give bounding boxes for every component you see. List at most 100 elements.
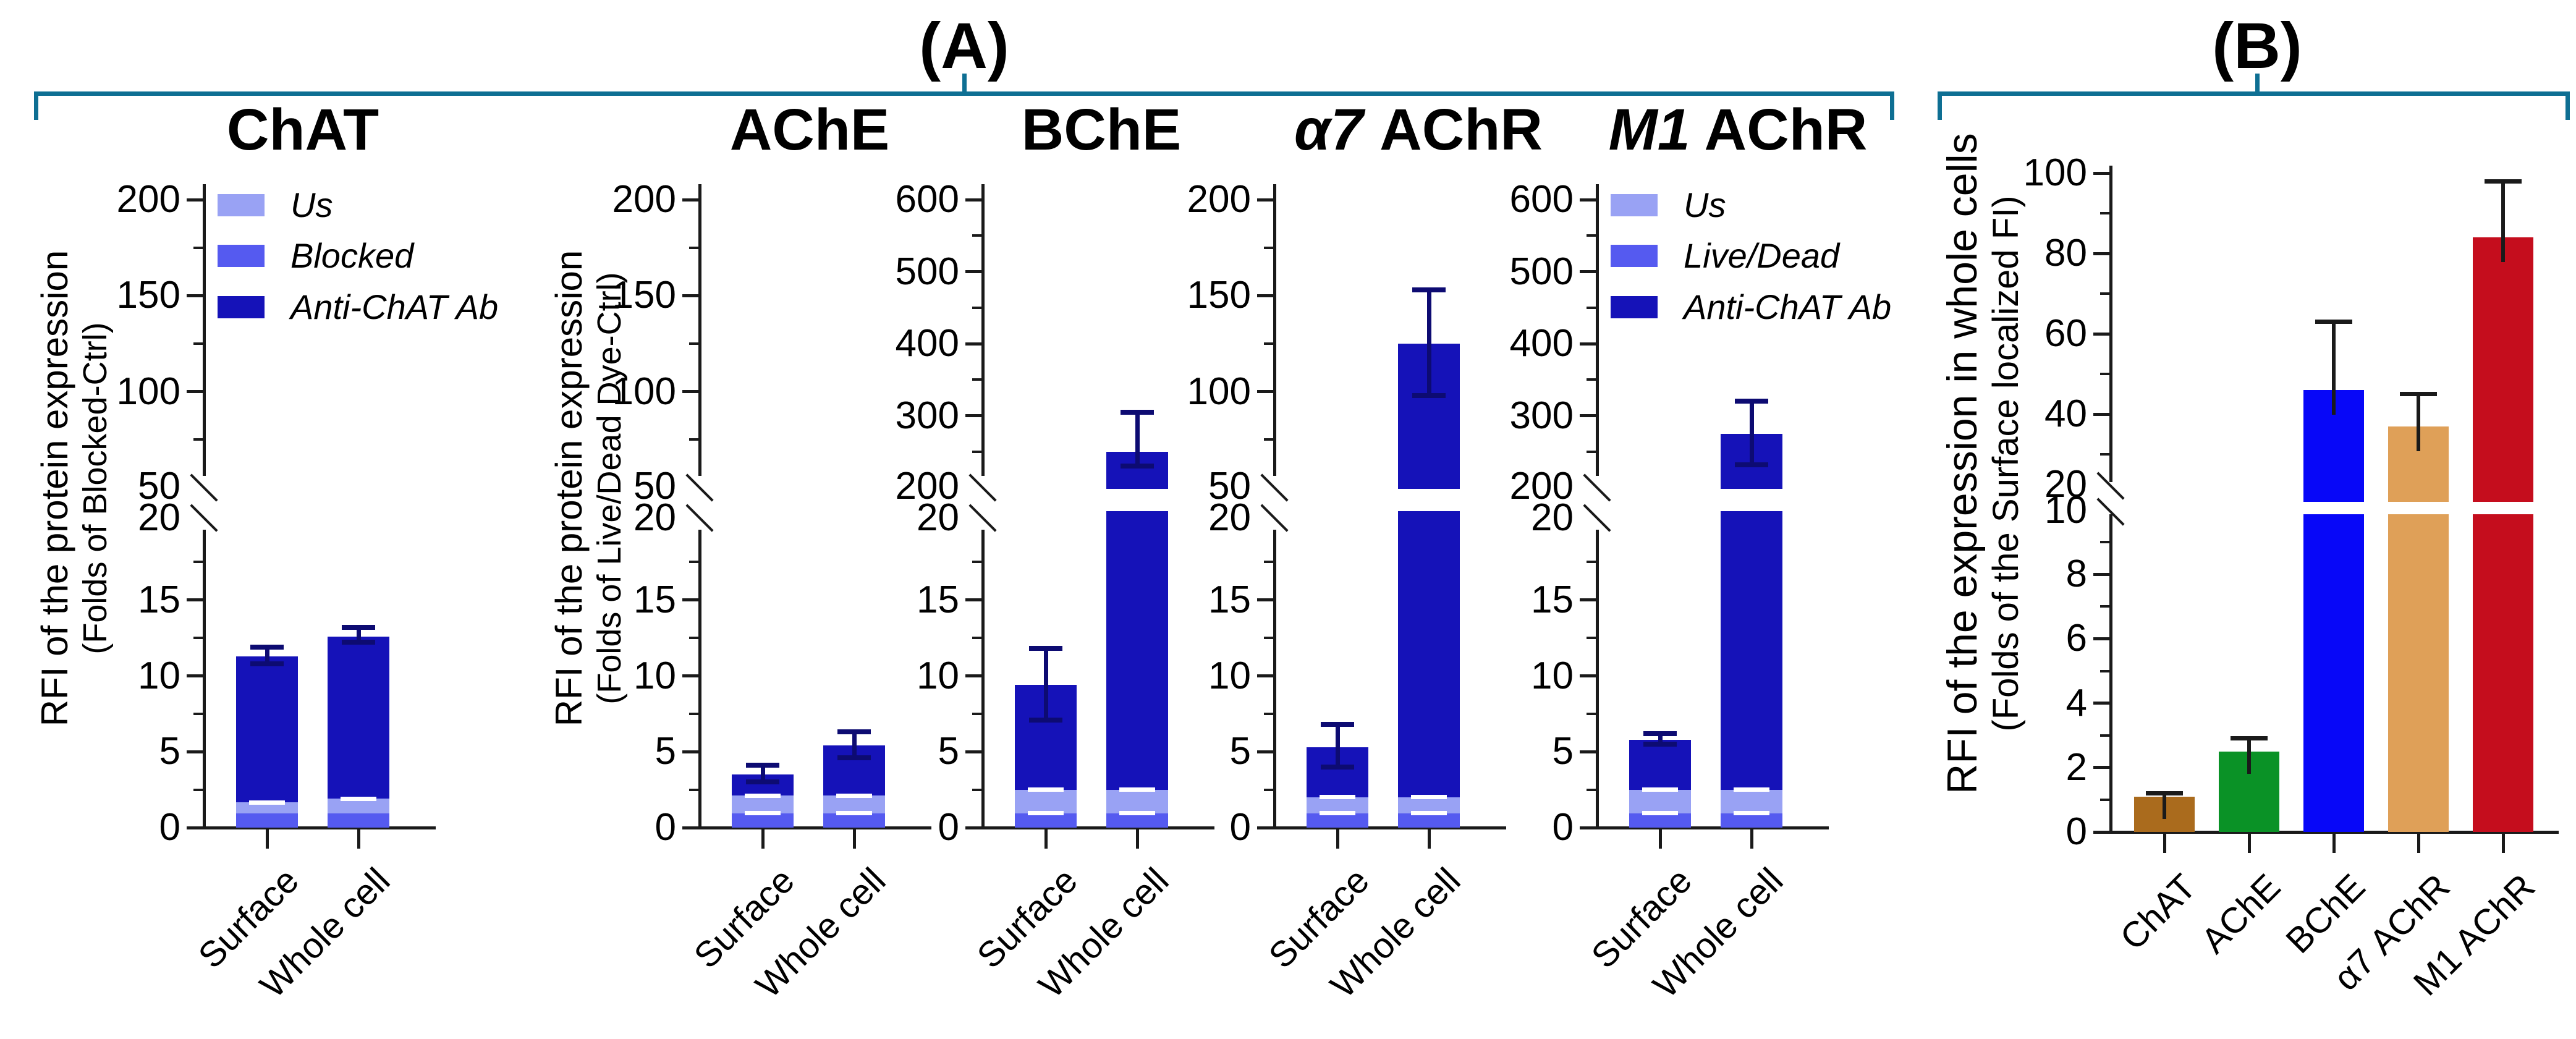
panel-b-bracket-tick — [2255, 74, 2260, 92]
bar-divider-dash — [1028, 787, 1064, 792]
y-tick-label: 500 — [1509, 250, 1574, 293]
chart-title-plain: AChR — [1363, 97, 1543, 163]
error-bar-cap-top — [2146, 791, 2183, 795]
x-tick — [1135, 829, 1139, 849]
legend-label: Us — [1684, 185, 1726, 224]
bar-upper — [2473, 237, 2533, 502]
y-tick-minor — [193, 561, 204, 564]
error-bar-cap-top — [1412, 287, 1446, 292]
y-tick-label: 10 — [633, 654, 676, 697]
y-axis-lower-segment — [981, 530, 985, 829]
error-bar-stem — [1335, 724, 1340, 767]
y-axis-lower-segment — [1595, 530, 1599, 829]
error-bar-stem — [1749, 401, 1754, 465]
panel-a-bracket-cap-left — [34, 91, 38, 120]
legend-label: Blocked — [290, 236, 414, 275]
bar-segment-blocked — [1015, 813, 1077, 828]
y-tick-label: 40 — [2044, 392, 2087, 435]
y-tick-label: 20 — [917, 496, 959, 539]
legend-label: Anti-ChAT Ab — [1684, 287, 1892, 326]
bar-segment-blocked — [1106, 813, 1168, 828]
bar-segment-us — [328, 799, 389, 813]
panel-a-bracket-line — [34, 91, 1894, 96]
error-bar-stem — [852, 732, 857, 758]
y-tick-minor — [689, 438, 700, 441]
chart-title: BChE — [1021, 97, 1182, 163]
chart-title-italic: M1 — [1608, 97, 1690, 163]
bar-segment-anti — [236, 656, 298, 803]
legend-label: Anti-ChAT Ab — [290, 287, 499, 326]
bar-divider-dash — [1119, 811, 1155, 816]
error-bar-cap-bottom — [746, 779, 779, 785]
error-bar-cap-bottom — [1121, 464, 1154, 469]
bar-segment-blocked — [732, 813, 794, 828]
y-tick-major — [965, 598, 983, 602]
y-tick-label: 600 — [1509, 178, 1574, 221]
y-tick-major — [1257, 826, 1274, 829]
x-tick — [2417, 833, 2420, 853]
bar-divider-dash — [745, 811, 781, 816]
bar-divider-dash — [1734, 811, 1769, 816]
y-tick-minor — [1264, 561, 1274, 564]
y-tick-label: 15 — [1208, 578, 1251, 621]
bar-divider-dash — [341, 796, 376, 801]
bar-segment-blocked — [1629, 813, 1691, 828]
bar-segment-us — [1398, 797, 1460, 813]
x-tick — [761, 829, 765, 849]
y-axis-title: RFI of the protein expression (Folds of L… — [548, 25, 641, 952]
y-tick-label: 200 — [1187, 178, 1251, 221]
y-tick-label: 5 — [159, 730, 180, 773]
y-tick-major — [1257, 390, 1274, 394]
y-tick-major — [1257, 198, 1274, 201]
y-tick-major — [187, 750, 204, 753]
y-tick-minor — [1264, 637, 1274, 640]
bar-lower — [2473, 514, 2533, 832]
x-tick — [357, 829, 360, 849]
bar-segment-anti-lower — [1106, 511, 1168, 790]
error-bar-stem — [1658, 733, 1663, 744]
y-tick-minor — [193, 788, 204, 791]
y-tick-label: 100 — [612, 370, 676, 413]
legend-swatch — [1611, 194, 1658, 216]
bar-divider-dash — [836, 811, 872, 816]
y-tick-minor — [1587, 306, 1597, 309]
y-axis-upper-segment — [981, 184, 985, 476]
x-tick — [1427, 829, 1431, 849]
bar-segment-blocked — [236, 813, 298, 828]
error-bar-cap-bottom — [1412, 392, 1446, 398]
y-tick-minor — [972, 637, 983, 640]
y-tick-major — [1580, 414, 1597, 417]
y-tick-label: 15 — [138, 578, 180, 621]
y-axis-lower-segment — [698, 530, 701, 829]
x-category-label: AChE — [2193, 866, 2289, 961]
y-tick-major — [965, 198, 983, 201]
bar-segment-blocked — [823, 813, 885, 828]
error-bar-cap-top — [1321, 722, 1354, 727]
y-tick-label: 15 — [633, 578, 676, 621]
y-tick-minor — [2100, 292, 2111, 295]
y-tick-minor — [2100, 669, 2111, 672]
y-tick-label: 0 — [938, 806, 959, 849]
y-tick-major — [2093, 412, 2111, 416]
error-bar-stem — [265, 647, 269, 664]
x-tick — [265, 829, 269, 849]
error-bar-cap-top — [342, 624, 375, 630]
y-tick-major — [1580, 826, 1597, 829]
y-axis-title-line2: (Folds of Live/Dead Dye-Ctrl) — [591, 272, 628, 705]
y-axis-title: RFI of the protein expression (Folds of B… — [34, 25, 127, 952]
y-tick-label: 200 — [895, 465, 959, 507]
y-tick-label: 4 — [2065, 681, 2087, 724]
y-tick-minor — [1264, 438, 1274, 441]
bar-lower — [2388, 514, 2449, 832]
y-tick-label: 500 — [895, 250, 959, 293]
y-tick-major — [2093, 332, 2111, 336]
bar-segment-us — [1721, 789, 1782, 813]
x-tick — [2332, 833, 2336, 853]
legend-swatch — [1611, 245, 1658, 267]
y-axis-lower-segment — [202, 530, 206, 829]
axis-break-slash-upper — [685, 473, 714, 502]
bar-divider-dash — [249, 800, 285, 805]
bar-divider-dash — [1642, 787, 1678, 792]
y-axis-title-line2: (Folds of the Surface localized FI) — [1986, 195, 2026, 732]
